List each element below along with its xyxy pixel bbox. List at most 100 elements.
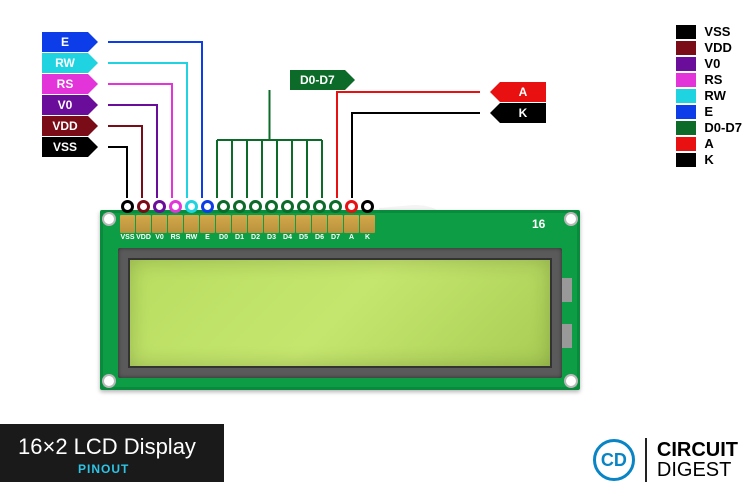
pin-silk-label: RS: [168, 234, 183, 241]
pin-silk-label: A: [344, 234, 359, 241]
arrow-icon: [88, 116, 98, 136]
pin-num-end: 16: [532, 217, 545, 231]
silkscreen-labels: VSSVDDV0RSRWED0D1D2D3D4D5D6D7AK: [120, 234, 375, 241]
bezel-tab-icon: [562, 324, 572, 348]
arrow-icon: [345, 70, 355, 90]
pin-label: VDD: [42, 116, 98, 136]
legend-row: A: [676, 136, 742, 151]
title-text: 16×2 LCD Display: [18, 434, 196, 460]
legend-swatch: [676, 153, 696, 167]
pin-label: VSS: [42, 137, 98, 157]
pin-label-box: K: [500, 103, 546, 123]
solder-pad: [216, 215, 231, 233]
pin-label-box: A: [500, 82, 546, 102]
pin-circle: [137, 200, 150, 213]
solder-pad: [200, 215, 215, 233]
pin-silk-label: E: [200, 234, 215, 241]
pin-circle: [121, 200, 134, 213]
legend-swatch: [676, 105, 696, 119]
legend-swatch: [676, 73, 696, 87]
lcd-screen: [128, 258, 552, 368]
mount-hole-icon: [102, 212, 116, 226]
legend-row: RS: [676, 72, 742, 87]
solder-pad: [344, 215, 359, 233]
logo-icon: CD: [593, 439, 635, 481]
solder-pad: [184, 215, 199, 233]
legend-row: RW: [676, 88, 742, 103]
lcd-module: 1 16 VSSVDDV0RSRWED0D1D2D3D4D5D6D7AK: [100, 210, 580, 390]
pin-circle: [297, 200, 310, 213]
pin-silk-label: D2: [248, 234, 263, 241]
pin-circle: [233, 200, 246, 213]
legend-text: K: [704, 152, 713, 167]
pin-circle: [281, 200, 294, 213]
pin-label: K: [490, 103, 546, 123]
pin-silk-label: D3: [264, 234, 279, 241]
solder-pad: [136, 215, 151, 233]
legend-row: K: [676, 152, 742, 167]
legend-text: D0-D7: [704, 120, 742, 135]
legend-row: VDD: [676, 40, 742, 55]
pin-label-box: RW: [42, 53, 88, 73]
pin-silk-label: D0: [216, 234, 231, 241]
legend-swatch: [676, 121, 696, 135]
arrow-icon: [88, 32, 98, 52]
legend-swatch: [676, 137, 696, 151]
mount-hole-icon: [564, 212, 578, 226]
pin-label: A: [490, 82, 546, 102]
pin-silk-label: RW: [184, 234, 199, 241]
legend-text: E: [704, 104, 713, 119]
solder-pad: [328, 215, 343, 233]
title-sub: PINOUT: [18, 462, 196, 476]
mount-hole-icon: [102, 374, 116, 388]
pin-silk-label: D4: [280, 234, 295, 241]
pin-label-box: V0: [42, 95, 88, 115]
pin-label-box: E: [42, 32, 88, 52]
pin-silk-label: K: [360, 234, 375, 241]
pin-circle: [201, 200, 214, 213]
logo-text: CIRCUIT DIGEST: [657, 440, 738, 480]
solder-pad: [296, 215, 311, 233]
pin-circle: [265, 200, 278, 213]
brand-logo: CD CIRCUIT DIGEST: [593, 438, 738, 482]
pin-circle: [329, 200, 342, 213]
bezel-tab-icon: [562, 278, 572, 302]
solder-pad: [152, 215, 167, 233]
legend-swatch: [676, 41, 696, 55]
left-pin-labels: ERWRSV0VDDVSS: [42, 32, 98, 158]
pin-circle: [217, 200, 230, 213]
pin-silk-label: VDD: [136, 234, 151, 241]
pinout-diagram: CD ERWRSV0VDDVSS D0-D7 AK VSSVDDV0RSRWED…: [0, 0, 750, 500]
legend-text: VDD: [704, 40, 731, 55]
pin-circle: [345, 200, 358, 213]
legend-row: E: [676, 104, 742, 119]
legend-text: RS: [704, 72, 722, 87]
pin-circle: [361, 200, 374, 213]
mount-hole-icon: [564, 374, 578, 388]
pin-silk-label: D6: [312, 234, 327, 241]
legend: VSSVDDV0RSRWED0-D7AK: [676, 24, 742, 168]
legend-text: RW: [704, 88, 725, 103]
pin-header-row: [120, 200, 375, 213]
pin-label-box: RS: [42, 74, 88, 94]
legend-text: VSS: [704, 24, 730, 39]
logo-top: CIRCUIT: [657, 439, 738, 461]
legend-row: V0: [676, 56, 742, 71]
arrow-icon: [88, 74, 98, 94]
arrow-icon: [490, 103, 500, 123]
d0-d7-box: D0-D7: [290, 70, 345, 90]
solder-pad: [248, 215, 263, 233]
solder-pad: [360, 215, 375, 233]
solder-pad: [312, 215, 327, 233]
pin-label-box: VSS: [42, 137, 88, 157]
pin-circle: [185, 200, 198, 213]
legend-swatch: [676, 89, 696, 103]
logo-separator: [645, 438, 647, 482]
pin-circle: [169, 200, 182, 213]
arrow-icon: [88, 95, 98, 115]
legend-text: A: [704, 136, 713, 151]
pin-circle: [153, 200, 166, 213]
pin-silk-label: D1: [232, 234, 247, 241]
pin-label: RS: [42, 74, 98, 94]
solder-pad-row: [120, 215, 375, 233]
